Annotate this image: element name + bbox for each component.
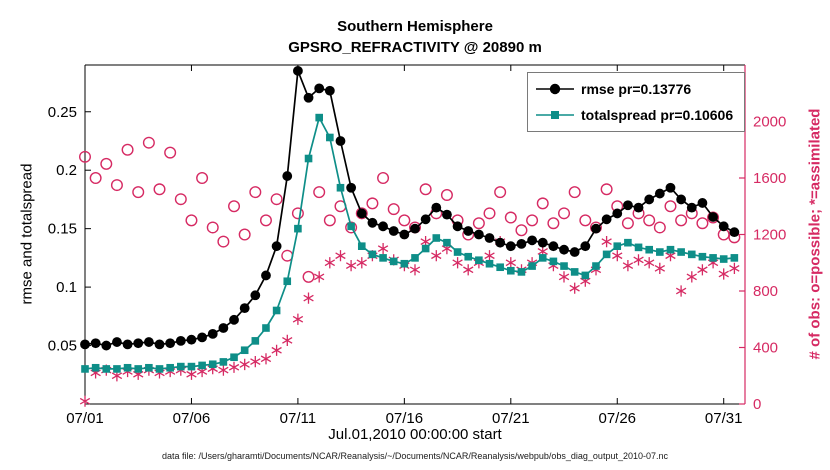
chart-title: Southern Hemisphere GPSRO_REFRACTIVITY @… <box>85 16 745 58</box>
svg-text:07/16: 07/16 <box>386 410 424 427</box>
legend-label-rmse: rmse pr=0.13776 <box>581 81 692 97</box>
svg-text:07/26: 07/26 <box>598 410 636 427</box>
legend: rmse pr=0.13776 totalspread pr=0.10606 <box>527 72 745 132</box>
svg-text:07/06: 07/06 <box>173 410 211 427</box>
x-axis-label: Jul.01,2010 00:00:00 start <box>328 426 502 443</box>
svg-text:2000: 2000 <box>753 114 786 131</box>
y-axis-label-left: rmse and totalspread <box>18 163 36 305</box>
svg-text:07/31: 07/31 <box>705 410 743 427</box>
data-file-caption: data file: /Users/gharamti/Documents/NCA… <box>161 451 668 461</box>
svg-text:1600: 1600 <box>753 170 786 187</box>
legend-item-rmse: rmse pr=0.13776 <box>534 77 738 101</box>
legend-label-totalspread: totalspread pr=0.10606 <box>581 107 734 123</box>
svg-text:07/01: 07/01 <box>66 410 104 427</box>
svg-text:1200: 1200 <box>753 227 786 244</box>
svg-text:0.25: 0.25 <box>48 104 77 121</box>
chart-title-line2: GPSRO_REFRACTIVITY @ 20890 m <box>288 39 542 56</box>
svg-text:0: 0 <box>753 396 761 413</box>
svg-text:07/11: 07/11 <box>280 410 316 427</box>
rmse-line-marker-icon <box>536 83 574 95</box>
svg-text:800: 800 <box>753 283 778 300</box>
svg-text:0.05: 0.05 <box>48 338 77 355</box>
svg-text:400: 400 <box>753 340 778 357</box>
legend-item-totalspread: totalspread pr=0.10606 <box>534 103 738 127</box>
svg-text:07/21: 07/21 <box>492 410 530 427</box>
chart-title-line1: Southern Hemisphere <box>337 18 493 35</box>
y-axis-label-right: # of obs: o=possible; *=assimilated <box>806 108 824 360</box>
totalspread-line-marker-icon <box>536 111 574 119</box>
svg-text:0.2: 0.2 <box>56 162 77 179</box>
svg-text:0.1: 0.1 <box>56 279 77 296</box>
svg-text:0.15: 0.15 <box>48 221 77 238</box>
